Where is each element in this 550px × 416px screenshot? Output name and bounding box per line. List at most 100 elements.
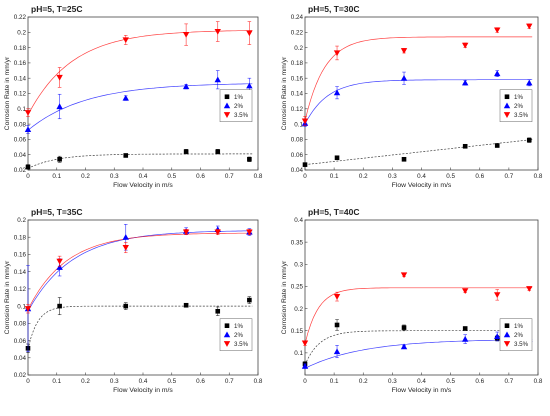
y-tick-label: 0.1 <box>294 121 303 128</box>
data-point <box>333 348 341 355</box>
y-tick-label: 0.22 <box>291 30 304 37</box>
data-point <box>183 149 189 154</box>
legend-marker <box>223 341 231 347</box>
y-tick-label: 0.06 <box>291 152 304 159</box>
legend-marker <box>223 331 231 338</box>
data-point <box>24 126 32 133</box>
y-tick-label: 0.04 <box>14 152 27 159</box>
x-tick-label: 0.8 <box>254 173 263 180</box>
chart-title: pH=5, T=25C <box>31 4 83 14</box>
y-tick-label: 0.4 <box>294 217 303 224</box>
data-point <box>494 333 501 340</box>
x-tick-label: 0.7 <box>504 378 513 385</box>
data-point <box>247 156 252 162</box>
fit-curve <box>304 287 533 345</box>
data-point <box>56 74 63 81</box>
y-tick-label: 0.06 <box>14 338 27 345</box>
legend-label: 3.5% <box>234 341 249 348</box>
x-tick-label: 0.5 <box>446 378 455 385</box>
y-tick-label: 0.18 <box>14 234 27 241</box>
data-point <box>461 79 469 86</box>
data-point <box>247 297 252 303</box>
y-tick-label: 0.2 <box>17 30 26 37</box>
x-tick-label: 0.1 <box>330 378 339 385</box>
x-tick-label: 0 <box>26 173 30 180</box>
x-tick-label: 0.2 <box>81 173 90 180</box>
fit-curve <box>304 339 533 369</box>
y-tick-label: 0.12 <box>291 106 304 113</box>
fit-curve <box>304 36 533 122</box>
x-axis-label: Flow Velocity in m/s <box>113 182 173 189</box>
data-point <box>334 155 340 161</box>
legend-marker <box>503 331 511 338</box>
x-tick-label: 0.7 <box>504 173 513 180</box>
y-tick-label: 0.15 <box>291 328 304 335</box>
data-point <box>56 103 63 110</box>
x-tick-label: 0.1 <box>52 378 61 385</box>
data-point <box>400 75 408 81</box>
legend-label: 2% <box>514 103 523 110</box>
y-tick-label: 0.08 <box>14 321 27 328</box>
fit-curve <box>27 305 253 350</box>
y-tick-label: 0.1 <box>17 303 26 310</box>
plot-frame <box>304 219 539 376</box>
y-tick-label: 0.2 <box>294 306 303 313</box>
data-point <box>122 234 129 240</box>
x-tick-label: 0.8 <box>254 378 263 385</box>
x-tick-label: 0.8 <box>534 378 543 385</box>
x-tick-label: 0.4 <box>417 378 426 385</box>
legend-label: 3.5% <box>514 341 529 348</box>
data-point <box>123 303 129 309</box>
fit-curve <box>27 83 253 131</box>
data-point <box>462 326 468 331</box>
legend-marker <box>224 323 230 328</box>
data-point <box>301 340 309 347</box>
legend: 1% 2% 3.5% <box>219 89 253 122</box>
legend-marker <box>223 102 231 109</box>
x-tick-label: 0.5 <box>167 173 176 180</box>
fit-curve <box>304 139 533 165</box>
y-tick-label: 0.18 <box>14 45 27 52</box>
y-axis-label: Corrosion Rate in mm/yr <box>4 56 11 130</box>
x-tick-label: 0.2 <box>81 378 90 385</box>
fit-curve <box>304 330 533 365</box>
data-point <box>246 82 253 89</box>
x-tick-label: 0.3 <box>388 378 397 385</box>
y-tick-label: 0.02 <box>14 372 27 379</box>
x-tick-label: 0.4 <box>417 173 426 180</box>
legend-label: 3.5% <box>514 112 529 119</box>
x-tick-label: 0.1 <box>52 173 61 180</box>
chart-title: pH=5, T=30C <box>308 4 360 14</box>
data-point <box>333 89 341 96</box>
x-tick-label: 0.6 <box>196 378 205 385</box>
x-tick-label: 0.2 <box>359 378 368 385</box>
data-point <box>25 164 31 170</box>
data-point <box>24 110 32 116</box>
x-tick-label: 0.1 <box>330 173 339 180</box>
legend: 1% 2% 3.5% <box>219 318 253 351</box>
data-point <box>494 143 500 148</box>
legend-marker <box>503 112 511 118</box>
y-tick-label: 0.18 <box>291 60 304 67</box>
y-tick-label: 0.25 <box>291 284 304 291</box>
legend-label: 3.5% <box>234 112 249 119</box>
legend: 1% 2% 3.5% <box>499 89 533 122</box>
data-point <box>183 302 189 308</box>
x-tick-label: 0.8 <box>534 173 543 180</box>
y-tick-label: 0.1 <box>17 106 26 113</box>
data-point <box>461 335 469 342</box>
data-point <box>24 306 32 312</box>
plot-frame <box>27 219 259 376</box>
data-point <box>301 362 309 369</box>
legend-marker <box>224 94 230 100</box>
data-point <box>400 343 408 350</box>
y-tick-label: 0.14 <box>14 75 27 82</box>
x-tick-label: 0 <box>303 173 307 180</box>
y-tick-label: 0.08 <box>14 121 27 128</box>
y-tick-label: 0.14 <box>291 91 304 98</box>
legend-label: 1% <box>234 323 243 330</box>
y-axis-label: Corrosion Rate in mm/yr <box>281 56 288 130</box>
data-point <box>494 70 501 77</box>
